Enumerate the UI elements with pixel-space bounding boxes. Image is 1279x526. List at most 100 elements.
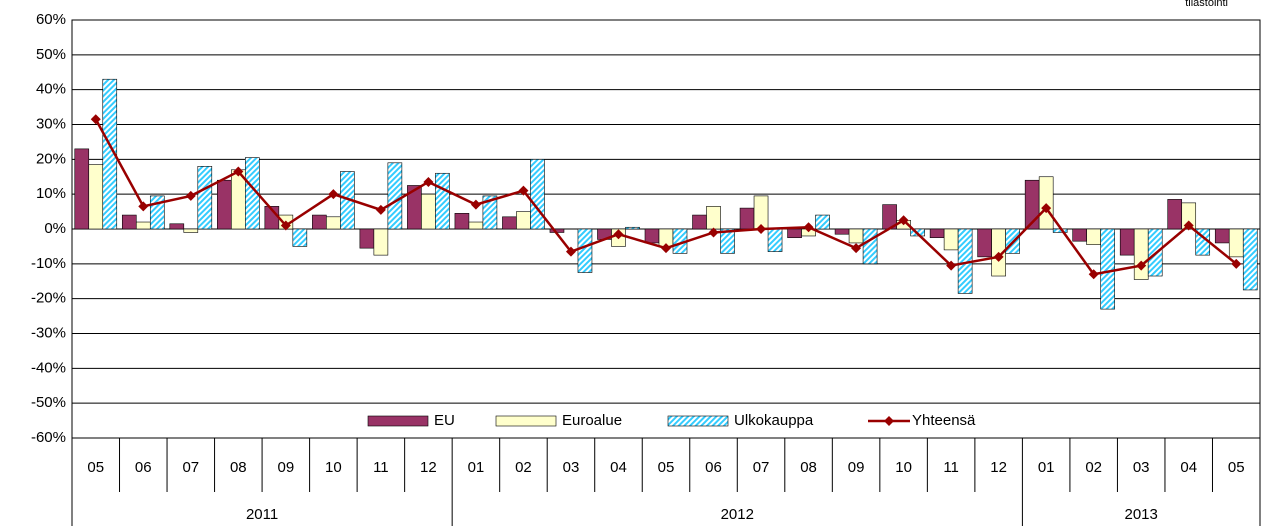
x-tick-label: 07 (753, 459, 770, 476)
x-tick-label: 05 (658, 459, 675, 476)
bar (516, 211, 531, 230)
bar (292, 228, 308, 247)
x-tick-label: 09 (848, 459, 865, 476)
line-marker (613, 229, 624, 240)
year-label: 2012 (721, 506, 754, 523)
line-marker (851, 243, 862, 254)
bar (359, 228, 375, 249)
x-tick-label: 11 (373, 459, 389, 476)
y-tick-label: -50% (31, 394, 66, 411)
line-marker (470, 199, 481, 210)
bar (387, 162, 403, 230)
line-marker (708, 227, 719, 238)
bar (88, 164, 104, 230)
legend-swatch (667, 415, 729, 427)
y-tick-label: 0% (44, 220, 66, 237)
bar (197, 166, 213, 230)
line-marker (375, 204, 386, 215)
bar (815, 214, 830, 230)
bar (373, 228, 389, 256)
bar (312, 214, 327, 230)
bar (530, 159, 545, 230)
x-tick-label: 02 (515, 459, 532, 476)
legend-label: Euroalue (562, 412, 622, 429)
x-tick-label: 01 (1038, 459, 1055, 476)
x-tick-label: 10 (895, 459, 912, 476)
line-marker (803, 222, 814, 233)
y-tick-label: -20% (31, 290, 66, 307)
bar (245, 157, 260, 230)
line-marker (1041, 203, 1052, 214)
x-tick-label: 08 (800, 459, 817, 476)
line-marker (423, 176, 434, 187)
bar (454, 213, 470, 230)
bar (834, 228, 850, 235)
line-marker (1231, 258, 1242, 269)
line-marker (661, 243, 671, 254)
line-marker (518, 185, 529, 196)
x-tick-label: 11 (943, 459, 959, 476)
bar (102, 78, 118, 230)
bar (848, 228, 864, 244)
x-tick-label: 04 (1180, 459, 1197, 476)
annotation: tilastointi (1185, 0, 1228, 9)
y-tick-label: 10% (36, 185, 66, 202)
x-tick-label: 03 (563, 459, 580, 476)
x-tick-label: 02 (1085, 459, 1102, 476)
bar (787, 228, 802, 239)
line-marker (898, 215, 909, 226)
bar (767, 228, 783, 252)
legend-swatch (367, 415, 429, 427)
x-tick-label: 05 (1228, 459, 1245, 476)
line-marker (565, 246, 576, 257)
year-label: 2011 (246, 506, 278, 523)
y-tick-label: -60% (31, 429, 66, 446)
bar (1167, 199, 1183, 230)
bar (862, 228, 878, 265)
bar (482, 195, 498, 230)
bar (74, 148, 90, 230)
legend-label: Ulkokauppa (734, 412, 814, 429)
bar (135, 221, 151, 230)
bar (1086, 228, 1101, 245)
bar (435, 172, 450, 230)
x-tick-label: 09 (277, 459, 294, 476)
bar (169, 223, 185, 230)
line-marker (185, 190, 196, 201)
bar (217, 179, 232, 230)
bar (468, 221, 484, 230)
bar (977, 228, 992, 258)
bar (625, 226, 640, 230)
bar (1119, 228, 1135, 256)
bar (577, 228, 593, 273)
line-marker (946, 260, 957, 271)
bar (692, 214, 707, 230)
bar (943, 228, 959, 251)
bar (1072, 228, 1087, 242)
y-tick-label: 40% (36, 81, 66, 98)
bar (1133, 228, 1149, 280)
x-tick-label: 10 (325, 459, 342, 476)
bar (1038, 176, 1054, 230)
bar (183, 228, 199, 233)
y-tick-label: 30% (36, 115, 66, 132)
x-tick-label: 07 (182, 459, 199, 476)
line-marker (756, 224, 767, 234)
x-tick-label: 08 (230, 459, 247, 476)
bar (739, 207, 755, 230)
y-tick-label: 20% (36, 150, 66, 167)
line-marker (90, 114, 101, 125)
legend-label: EU (434, 412, 455, 429)
bar (1242, 228, 1258, 291)
x-tick-label: 04 (610, 459, 627, 476)
y-tick-label: -30% (31, 324, 66, 341)
y-tick-label: 50% (36, 46, 66, 63)
legend-label: Yhteensä (912, 412, 976, 429)
year-label: 2013 (1125, 506, 1158, 523)
bar (1214, 228, 1230, 244)
line-marker (1088, 269, 1099, 280)
x-tick-label: 06 (705, 459, 722, 476)
x-tick-label: 12 (420, 459, 437, 476)
bar (720, 228, 735, 254)
bar (929, 228, 945, 239)
